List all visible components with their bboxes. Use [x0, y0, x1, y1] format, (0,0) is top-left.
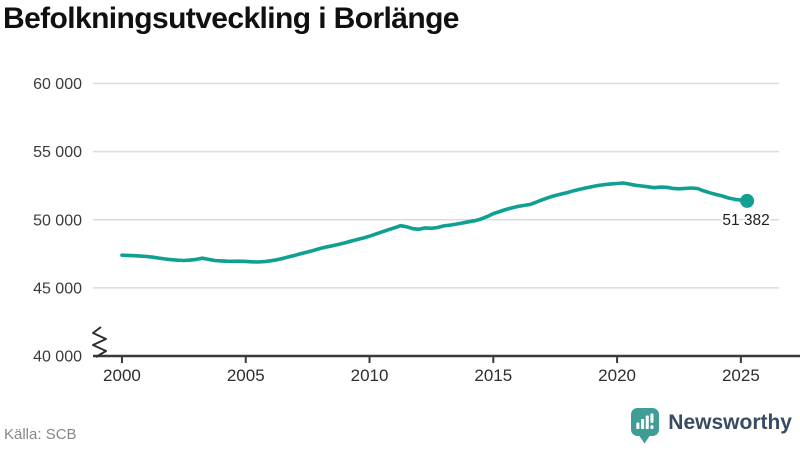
last-point-marker — [740, 193, 755, 208]
x-axis-tick-label: 2000 — [103, 366, 141, 385]
x-axis-tick-label: 2005 — [227, 366, 265, 385]
population-line — [120, 181, 749, 264]
x-axis-tick-label: 2015 — [474, 366, 512, 385]
x-axis-tick-label: 2010 — [351, 366, 389, 385]
bar-chart-speech-bubble-icon — [631, 408, 660, 444]
brand-name: Newsworthy — [668, 411, 792, 434]
end-value-label: 51 382 — [722, 212, 769, 229]
x-axis-tick-label: 2020 — [598, 366, 636, 385]
y-axis-tick-label: 40 000 — [33, 349, 82, 366]
y-axis-tick-label: 50 000 — [33, 212, 82, 229]
y-axis-tick-label: 60 000 — [33, 76, 82, 93]
source-note: Källa: SCB — [4, 426, 77, 443]
y-axis-tick-label: 45 000 — [33, 280, 82, 297]
x-axis-tick-label: 2025 — [722, 366, 760, 385]
newsworthy-branding: Newsworthy — [630, 407, 792, 444]
chart-title: Befolkningsutveckling i Borlänge — [3, 2, 459, 35]
axis-break-icon — [92, 326, 107, 358]
y-axis-tick-label: 55 000 — [33, 144, 82, 161]
